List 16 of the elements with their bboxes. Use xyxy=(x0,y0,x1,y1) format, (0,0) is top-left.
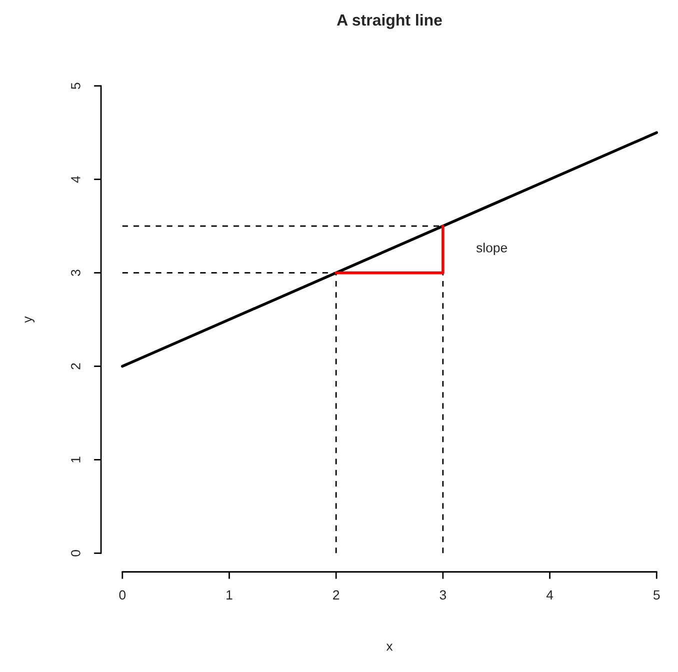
x-tick-label: 3 xyxy=(440,590,446,600)
annotation: slope xyxy=(476,242,508,256)
x-tick-label: 0 xyxy=(119,590,126,600)
chart-title: A straight line xyxy=(336,14,442,29)
y-axis-title: y xyxy=(24,316,35,323)
x-axis-title: x xyxy=(386,644,393,651)
x-tick-label: 2 xyxy=(333,590,340,600)
y-tick-label: 1 xyxy=(71,456,80,462)
x-tick-label: 4 xyxy=(546,590,554,600)
y-tick-label: 2 xyxy=(71,363,80,370)
y-tick-label: 0 xyxy=(71,550,80,556)
y-tick-label: 3 xyxy=(71,270,80,276)
y-tick-label: 4 xyxy=(71,176,80,183)
x-tick-label: 5 xyxy=(653,590,660,600)
y-tick-label: 5 xyxy=(71,82,80,90)
x-tick-label: 1 xyxy=(226,590,232,600)
